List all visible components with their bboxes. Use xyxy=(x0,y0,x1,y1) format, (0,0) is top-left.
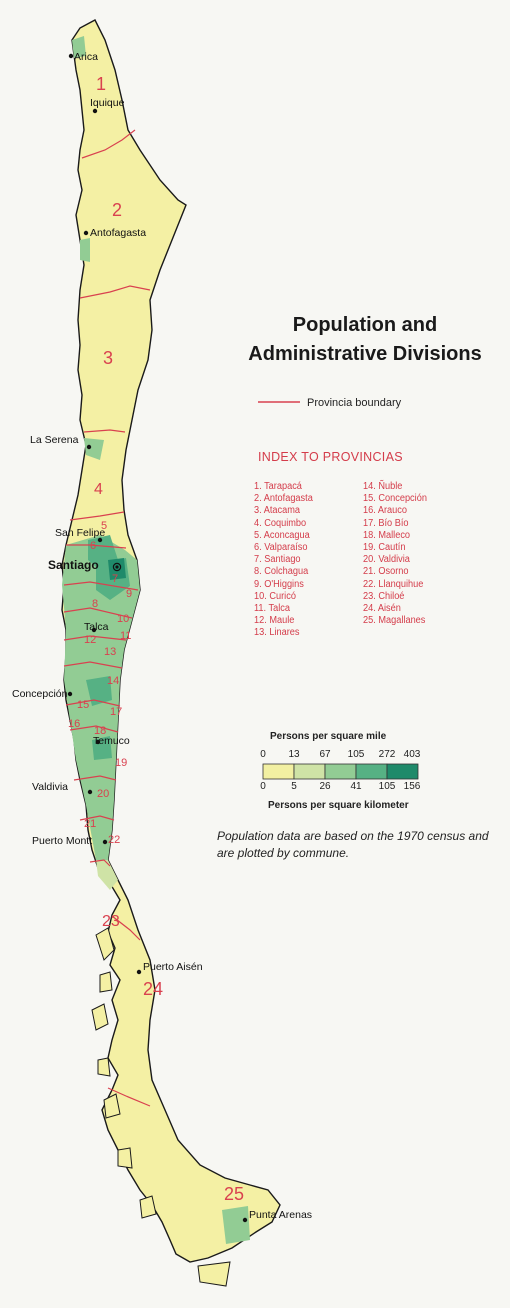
province-number-6: 6 xyxy=(90,540,96,552)
province-number-17: 17 xyxy=(110,706,122,718)
province-number-13: 13 xyxy=(104,646,116,658)
density-swatch-1 xyxy=(262,763,295,780)
province-number-23: 23 xyxy=(102,913,120,930)
boundary-legend-label: Provincia boundary xyxy=(307,397,402,409)
province-index-item: 3. Atacama xyxy=(254,505,301,517)
province-number-12: 12 xyxy=(84,634,96,646)
mile-tick: 13 xyxy=(288,749,300,760)
km-tick: 0 xyxy=(260,781,266,792)
province-number-15: 15 xyxy=(77,699,89,711)
city-markers xyxy=(67,53,248,1223)
province-boundaries xyxy=(63,129,151,1107)
province-index-item: 15. Concepción xyxy=(363,493,427,505)
km-tick: 41 xyxy=(350,781,362,792)
province-index-item: 11. Talca xyxy=(254,603,290,615)
province-number-14: 14 xyxy=(107,675,119,687)
density-swatch-3 xyxy=(324,763,357,780)
chile-landmass xyxy=(61,19,281,1263)
density-swatch-2 xyxy=(293,763,326,780)
province-index-item: 10. Curicó xyxy=(254,590,296,602)
scale-caption-km: Persons per square kilometer xyxy=(268,800,409,811)
province-number-11: 11 xyxy=(120,630,131,642)
city-puerto-aisen: Puerto Aisén xyxy=(143,961,203,973)
province-number-9: 9 xyxy=(126,588,132,600)
data-source-note: Population data are based on the 1970 ce… xyxy=(217,829,489,860)
province-index-column-2: 14. Ñuble 15. Concepción 16. Arauco 17. … xyxy=(363,481,433,627)
city-talca: Talca xyxy=(84,621,109,633)
province-index-item: 8. Colchagua xyxy=(254,566,309,578)
province-number-22: 22 xyxy=(108,834,120,846)
km-tick: 5 xyxy=(291,781,297,792)
mile-tick: 0 xyxy=(260,749,266,760)
province-number-16: 16 xyxy=(68,718,80,730)
density-scale-bar xyxy=(262,763,419,780)
province-index-item: 2. Antofagasta xyxy=(254,493,313,505)
islands xyxy=(91,927,231,1287)
province-index-item: 9. O'Higgins xyxy=(254,578,304,590)
province-number-7: 7 xyxy=(112,573,118,585)
province-number-2: 2 xyxy=(112,200,122,220)
city-puerto-montt: Puerto Montt xyxy=(32,835,92,847)
province-number-5: 5 xyxy=(101,520,107,532)
mile-tick: 105 xyxy=(347,749,365,760)
province-index-item: 5. Aconcagua xyxy=(254,529,310,541)
province-index-item: 24. Aisén xyxy=(363,603,401,615)
province-index-item: 12. Maule xyxy=(254,615,295,627)
city-iquique: Iquique xyxy=(90,97,125,109)
city-punta-arenas: Punta Arenas xyxy=(249,1209,312,1221)
km-tick: 105 xyxy=(378,781,396,792)
province-index-item: 4. Coquimbo xyxy=(254,517,307,529)
km-tick: 26 xyxy=(319,781,331,792)
province-number-21: 21 xyxy=(84,818,96,830)
mile-tick: 272 xyxy=(378,749,396,760)
province-index-item: 16. Arauco xyxy=(363,505,407,517)
city-concepcion: Concepción xyxy=(12,688,68,700)
province-index-item: 23. Chiloé xyxy=(363,590,405,602)
province-number-1: 1 xyxy=(96,74,106,94)
province-number-19: 19 xyxy=(115,757,127,769)
city-arica: Arica xyxy=(74,51,98,63)
scale-caption-mile: Persons per square mile xyxy=(270,731,387,742)
city-temuco: Temuco xyxy=(93,735,130,747)
province-index-heading: INDEX TO PROVINCIAS xyxy=(258,450,403,464)
province-number-3: 3 xyxy=(103,348,113,368)
province-number-20: 20 xyxy=(97,788,109,800)
province-index-item: 7. Santiago xyxy=(254,554,301,566)
city-santiago: Santiago xyxy=(48,558,99,572)
province-index-item: 19. Cautín xyxy=(363,542,406,554)
province-number-8: 8 xyxy=(92,598,98,610)
province-index-column-1: 1. Tarapacá 2. Antofagasta 3. Atacama 4.… xyxy=(254,481,318,640)
map-title-line1: Population and xyxy=(292,314,438,336)
province-number-10: 10 xyxy=(117,613,129,625)
province-index-item: 18. Malleco xyxy=(363,529,411,541)
city-valdivia: Valdivia xyxy=(32,781,68,793)
province-index-item: 1. Tarapacá xyxy=(254,481,302,492)
province-index-item: 20. Valdivia xyxy=(363,554,410,566)
province-index-item: 13. Linares xyxy=(254,627,300,639)
map-title-line2: Administrative Divisions xyxy=(248,343,482,365)
city-san-felipe: San Felipe xyxy=(55,527,105,539)
province-index-item: 6. Valparaíso xyxy=(254,542,308,554)
province-number-24: 24 xyxy=(143,979,163,999)
province-number-4: 4 xyxy=(94,481,103,498)
mile-tick: 67 xyxy=(319,749,331,760)
province-number-25: 25 xyxy=(224,1184,244,1204)
province-index-item: 22. Llanquihue xyxy=(363,578,424,590)
province-index-item: 25. Magallanes xyxy=(363,615,426,627)
city-la-serena: La Serena xyxy=(30,434,79,446)
density-swatch-5 xyxy=(386,763,419,780)
province-index-item: 21. Osorno xyxy=(363,566,409,578)
density-swatch-4 xyxy=(355,763,388,780)
province-number-18: 18 xyxy=(94,725,106,737)
city-antofagasta: Antofagasta xyxy=(90,227,146,239)
mile-tick: 403 xyxy=(403,749,421,760)
province-index-item: 14. Ñuble xyxy=(363,481,403,492)
province-index-item: 17. Bío Bío xyxy=(363,517,409,529)
km-tick: 156 xyxy=(403,781,421,792)
